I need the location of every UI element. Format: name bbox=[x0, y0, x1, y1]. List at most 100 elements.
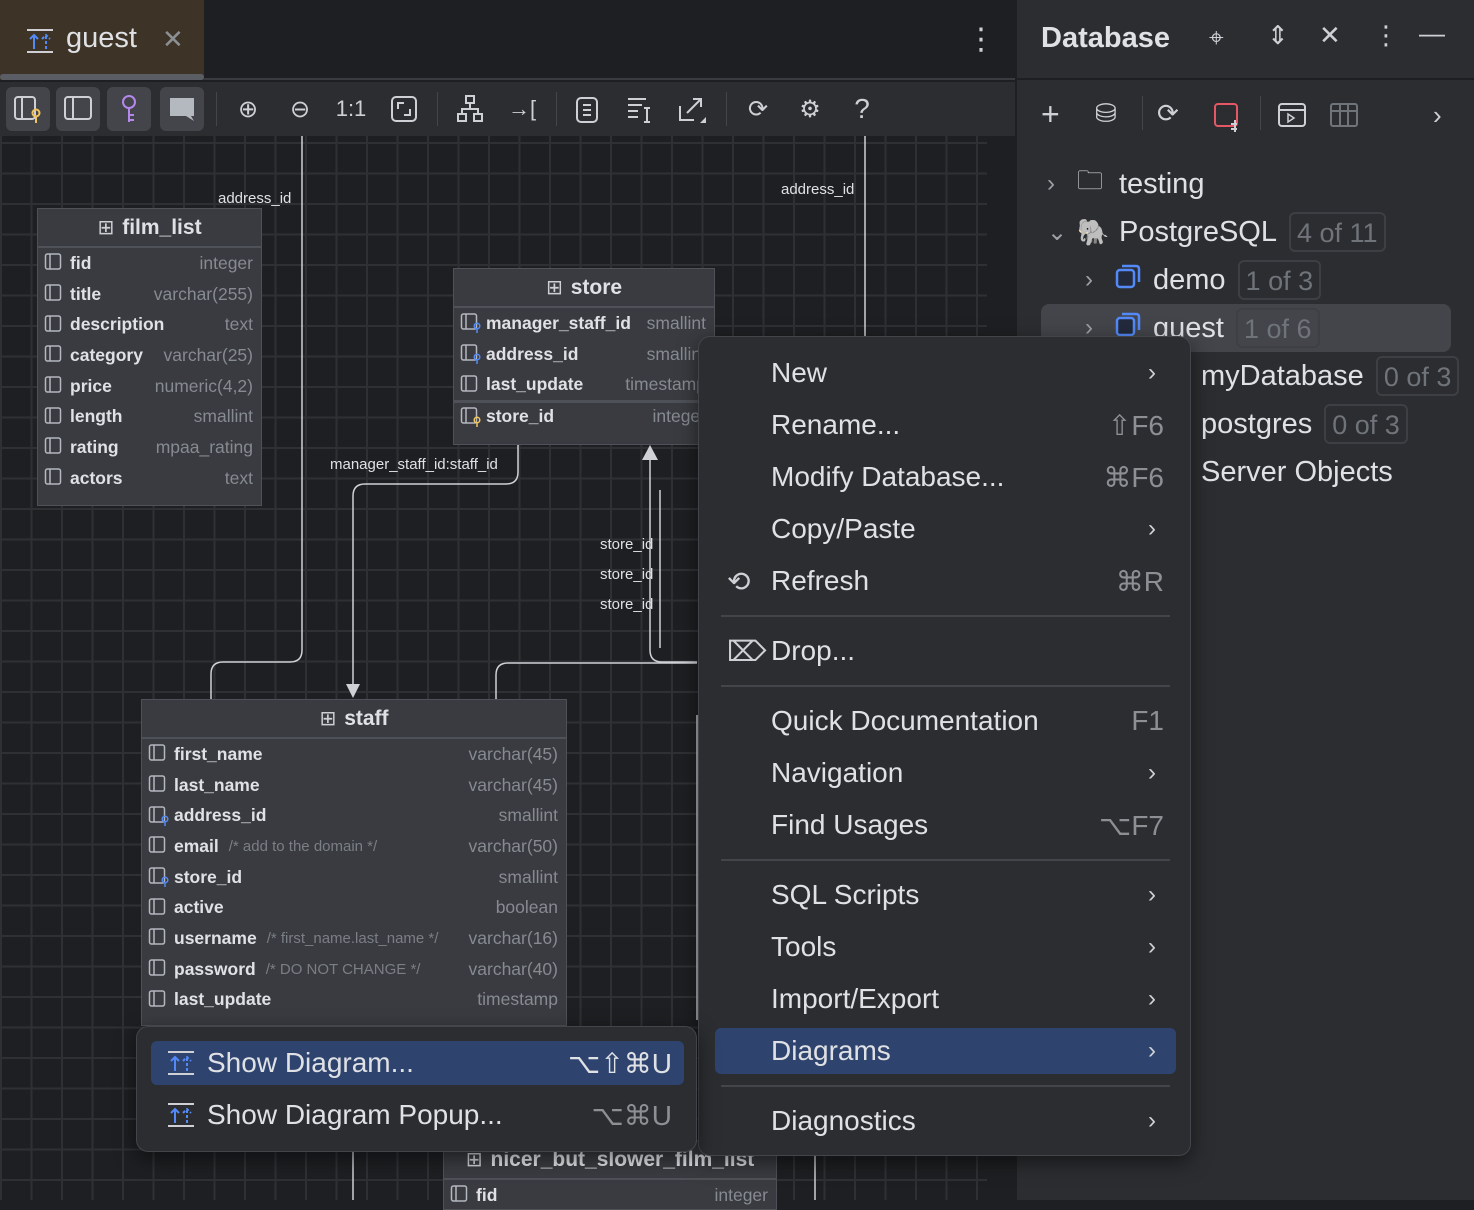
column-row[interactable]: last_update timestamp bbox=[142, 985, 566, 1016]
column-row[interactable]: first_name varchar(45) bbox=[142, 739, 566, 770]
entity-staff[interactable]: ⊞ staff first_name varchar(45) last_name varc… bbox=[141, 699, 567, 1026]
column-name: username bbox=[174, 927, 257, 948]
column-row[interactable]: last_update timestamp bbox=[454, 369, 714, 400]
column-row[interactable]: store_id integer bbox=[454, 400, 714, 431]
tree-item-testing[interactable]: › 🗀 testing bbox=[1047, 160, 1204, 208]
menu-item-find-usages[interactable]: Find Usages ⌥F7 bbox=[715, 802, 1176, 848]
tree-item-postgresql[interactable]: ⌄ 🐘 PostgreSQL 4 of 11 bbox=[1047, 208, 1386, 256]
export-image-button[interactable] bbox=[670, 87, 714, 131]
menu-item-new[interactable]: New › bbox=[715, 350, 1176, 396]
arrow-bracket-icon: →[ bbox=[507, 96, 537, 121]
column-row[interactable]: last_name varchar(45) bbox=[142, 770, 566, 801]
chevron-right-icon: › bbox=[1148, 1037, 1156, 1064]
route-edges-button[interactable]: →[ bbox=[500, 87, 544, 131]
column-type: smallint bbox=[498, 805, 558, 826]
close-tab-icon[interactable]: ✕ bbox=[162, 24, 184, 54]
export-text-button[interactable] bbox=[618, 87, 662, 131]
menu-item-import-export[interactable]: Import/Export › bbox=[715, 976, 1176, 1022]
column-name: title bbox=[70, 283, 102, 304]
tab-guest[interactable]: guest ✕ bbox=[0, 0, 204, 80]
copy-diagram-button[interactable] bbox=[566, 87, 610, 131]
column-row[interactable]: actors text bbox=[38, 463, 261, 494]
refresh-icon[interactable]: ⟳ bbox=[1157, 98, 1179, 128]
data-source-properties-icon[interactable]: ⛁ bbox=[1095, 98, 1117, 128]
show-comments-button[interactable] bbox=[160, 87, 204, 131]
column-row[interactable]: fid integer bbox=[38, 248, 261, 279]
entity-header: ⊞ store bbox=[454, 269, 714, 308]
column-row[interactable]: manager_staff_id smallint bbox=[454, 308, 714, 339]
tree-item-demo[interactable]: › demo 1 of 3 bbox=[1085, 256, 1322, 304]
column-type: varchar(50) bbox=[468, 835, 558, 856]
column-row[interactable]: password /* DO NOT CHANGE */ varchar(40) bbox=[142, 954, 566, 985]
column-row[interactable]: description text bbox=[38, 309, 261, 340]
column-row[interactable]: price numeric(4,2) bbox=[38, 371, 261, 402]
column-icon bbox=[148, 775, 166, 792]
column-row[interactable]: username /* first_name.last_name */ varcha… bbox=[142, 923, 566, 954]
column-row[interactable]: category varchar(25) bbox=[38, 340, 261, 371]
menu-item-diagnostics[interactable]: Diagnostics › bbox=[715, 1098, 1176, 1144]
console-icon[interactable] bbox=[1277, 102, 1307, 130]
chevron-right-icon[interactable]: › bbox=[1047, 170, 1055, 197]
table-icon: ⊞ bbox=[319, 708, 337, 730]
minimize-icon[interactable]: — bbox=[1419, 18, 1445, 48]
help-button[interactable]: ? bbox=[840, 87, 884, 131]
database-icon bbox=[1115, 263, 1153, 297]
foreign-key-column-icon bbox=[148, 867, 169, 888]
column-row[interactable]: address_id smallint bbox=[142, 800, 566, 831]
column-row[interactable]: rating mpaa_rating bbox=[38, 432, 261, 463]
chevron-right-icon[interactable]: › bbox=[1085, 314, 1093, 341]
show-diagram-item[interactable]: Show Diagram... ⌥⇧⌘U bbox=[151, 1041, 684, 1085]
menu-item-copy-paste[interactable]: Copy/Paste › bbox=[715, 506, 1176, 552]
column-row[interactable]: email /* add to the domain */ varchar(50) bbox=[142, 831, 566, 862]
tree-item-server-objects[interactable]: Server Objects bbox=[1201, 448, 1393, 496]
column-row[interactable]: fid integer bbox=[444, 1180, 776, 1209]
chevron-right-icon[interactable]: › bbox=[1433, 100, 1442, 130]
expand-all-icon[interactable]: ⇕ bbox=[1267, 20, 1289, 50]
postgresql-icon: 🐘 bbox=[1077, 216, 1110, 247]
zoom-out-button[interactable]: ⊖ bbox=[278, 87, 322, 131]
column-row[interactable]: title varchar(255) bbox=[38, 279, 261, 310]
menu-item-sql-scripts[interactable]: SQL Scripts › bbox=[715, 872, 1176, 918]
show-keys-button[interactable] bbox=[6, 87, 50, 131]
collapse-all-icon[interactable]: ✕ bbox=[1319, 20, 1341, 50]
chevron-right-icon[interactable]: › bbox=[1085, 266, 1093, 293]
fit-content-button[interactable] bbox=[382, 87, 426, 131]
add-icon[interactable]: + bbox=[1041, 96, 1060, 132]
tree-item-postgres[interactable]: postgres 0 of 3 bbox=[1201, 400, 1408, 448]
diagram-icon bbox=[168, 1051, 194, 1075]
column-row[interactable]: address_id smallint bbox=[454, 339, 714, 370]
menu-item-modify-database[interactable]: Modify Database... ⌘F6 bbox=[715, 454, 1176, 500]
menu-item-navigation[interactable]: Navigation › bbox=[715, 750, 1176, 796]
table-icon[interactable] bbox=[1329, 102, 1359, 130]
chevron-down-icon[interactable]: ⌄ bbox=[1047, 218, 1068, 246]
entity-store[interactable]: ⊞ store manager_staff_id smallint address_id… bbox=[453, 268, 715, 445]
layout-button[interactable] bbox=[448, 87, 492, 131]
menu-item-refresh[interactable]: ⟲ Refresh ⌘R bbox=[715, 558, 1176, 604]
menu-item-quick-documentation[interactable]: Quick Documentation F1 bbox=[715, 698, 1176, 744]
zoom-in-button[interactable]: ⊕ bbox=[226, 87, 270, 131]
tree-item-guest[interactable]: › guest 1 of 6 bbox=[1085, 304, 1320, 352]
menu-item-drop[interactable]: ⌦ Drop... bbox=[715, 628, 1176, 674]
more-options-icon[interactable]: ⋮ bbox=[966, 23, 996, 56]
refresh-diagram-button[interactable]: ⟳ bbox=[736, 87, 780, 131]
tree-item-mydatabase[interactable]: myDatabase 0 of 3 bbox=[1201, 352, 1460, 400]
show-key-button[interactable] bbox=[107, 87, 151, 131]
tree-badge: 0 of 3 bbox=[1324, 404, 1408, 444]
disconnect-icon[interactable] bbox=[1213, 102, 1245, 132]
column-row[interactable]: store_id smallint bbox=[142, 862, 566, 893]
column-row[interactable]: active boolean bbox=[142, 892, 566, 923]
actual-size-button[interactable]: 1:1 bbox=[335, 96, 367, 121]
menu-item-tools[interactable]: Tools › bbox=[715, 924, 1176, 970]
entity-film-list[interactable]: ⊞ film_list fid integer title varchar(255) des… bbox=[37, 208, 262, 506]
show-diagram-popup-item[interactable]: Show Diagram Popup... ⌥⌘U bbox=[151, 1093, 684, 1137]
more-options-icon[interactable]: ⋮ bbox=[1373, 20, 1399, 50]
locate-icon[interactable]: ⌖ bbox=[1209, 22, 1224, 52]
menu-item-diagrams[interactable]: Diagrams › bbox=[715, 1028, 1176, 1074]
show-columns-button[interactable] bbox=[56, 87, 100, 131]
menu-item-label: SQL Scripts bbox=[771, 879, 920, 910]
column-name: last_update bbox=[174, 989, 272, 1010]
menu-item-rename[interactable]: Rename... ⇧F6 bbox=[715, 402, 1176, 448]
settings-button[interactable]: ⚙ bbox=[788, 87, 832, 131]
column-row[interactable]: length smallint bbox=[38, 401, 261, 432]
primary-key-column-icon bbox=[460, 407, 481, 427]
